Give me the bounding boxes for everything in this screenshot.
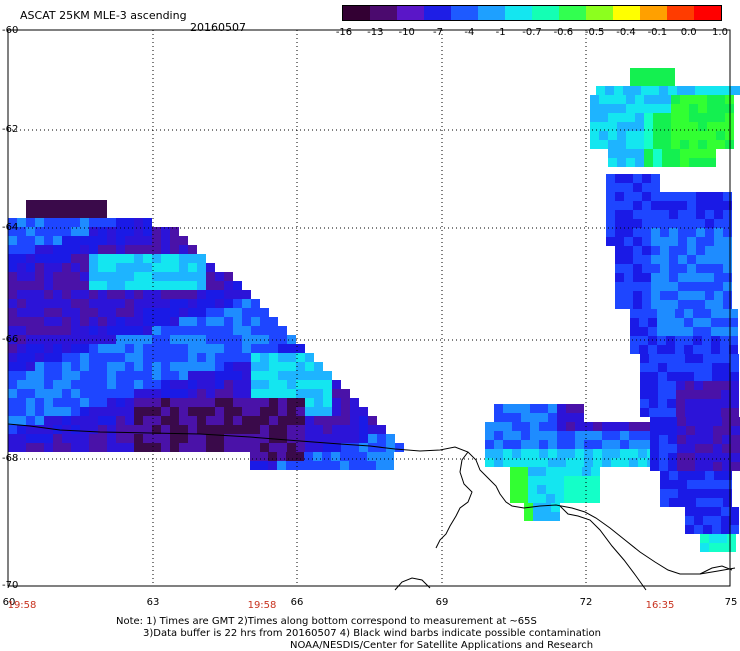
lat-lon-grid <box>8 30 730 586</box>
coastline-segment <box>7 423 736 575</box>
colorbar-cell <box>424 6 451 20</box>
pass-time-label: 19:58 <box>7 600 37 611</box>
lat-label: -68 <box>2 453 19 464</box>
lat-label: -64 <box>2 222 19 233</box>
lat-label: -62 <box>2 124 19 135</box>
colorbar-label: 1.0 <box>712 27 728 38</box>
colorbar-cell <box>370 6 397 20</box>
colorbar-label: -0.1 <box>647 27 668 38</box>
colorbar-label: 0.0 <box>680 27 697 38</box>
product-title: ASCAT 25KM MLE-3 ascending <box>20 9 187 22</box>
colorbar-label: -1 <box>495 27 506 38</box>
colorbar-label: -13 <box>367 27 384 38</box>
coastline <box>7 423 736 591</box>
lon-label: 69 <box>435 597 449 608</box>
pass-time-label: 16:35 <box>645 600 675 611</box>
lat-label: -66 <box>2 334 19 345</box>
lat-label: -60 <box>2 25 19 36</box>
colorbar-cell <box>667 6 694 20</box>
colorbar-cell <box>451 6 478 20</box>
colorbar-cell <box>532 6 559 20</box>
lon-label: 63 <box>146 597 160 608</box>
lon-label: 72 <box>579 597 593 608</box>
coastline-segment <box>699 565 733 575</box>
lon-label: 60 <box>2 597 16 608</box>
colorbar-cell <box>613 6 640 20</box>
scatterometer-swaths <box>8 68 740 552</box>
map-frame <box>7 29 731 587</box>
colorbar-label: -0.4 <box>616 27 636 38</box>
colorbar-cell <box>397 6 424 20</box>
colorbar-cell <box>640 6 667 20</box>
colorbar-cell <box>505 6 532 20</box>
coastline-segment <box>394 577 431 591</box>
coastline-segment <box>559 505 647 591</box>
colorbar-label: -7 <box>433 27 443 38</box>
lon-label: 75 <box>724 597 738 608</box>
product-date: 20160507 <box>190 21 246 34</box>
colorbar-label: -4 <box>464 27 475 38</box>
colorbar-cell <box>559 6 586 20</box>
coastline-segment <box>435 451 473 549</box>
note-line-2: 3)Data buffer is 22 hrs from 20160507 4)… <box>143 628 601 639</box>
colorbar-cell <box>694 6 721 20</box>
colorbar-label: -10 <box>398 27 415 38</box>
lon-label: 66 <box>290 597 304 608</box>
colorbar-label: -0.5 <box>584 27 605 38</box>
colorbar-cell <box>343 6 370 20</box>
note-line-3: NOAA/NESDIS/Center for Satellite Applica… <box>290 640 594 651</box>
colorbar-label: -0.7 <box>522 27 542 38</box>
colorbar-label: -0.6 <box>553 27 574 38</box>
note-line-1: Note: 1) Times are GMT 2)Times along bot… <box>116 616 537 627</box>
colorbar <box>342 5 722 21</box>
pass-time-label: 19:58 <box>247 600 277 611</box>
lat-label: -70 <box>2 580 19 591</box>
colorbar-label: -16 <box>335 27 353 38</box>
colorbar-cell <box>586 6 613 20</box>
colorbar-cell <box>478 6 505 20</box>
